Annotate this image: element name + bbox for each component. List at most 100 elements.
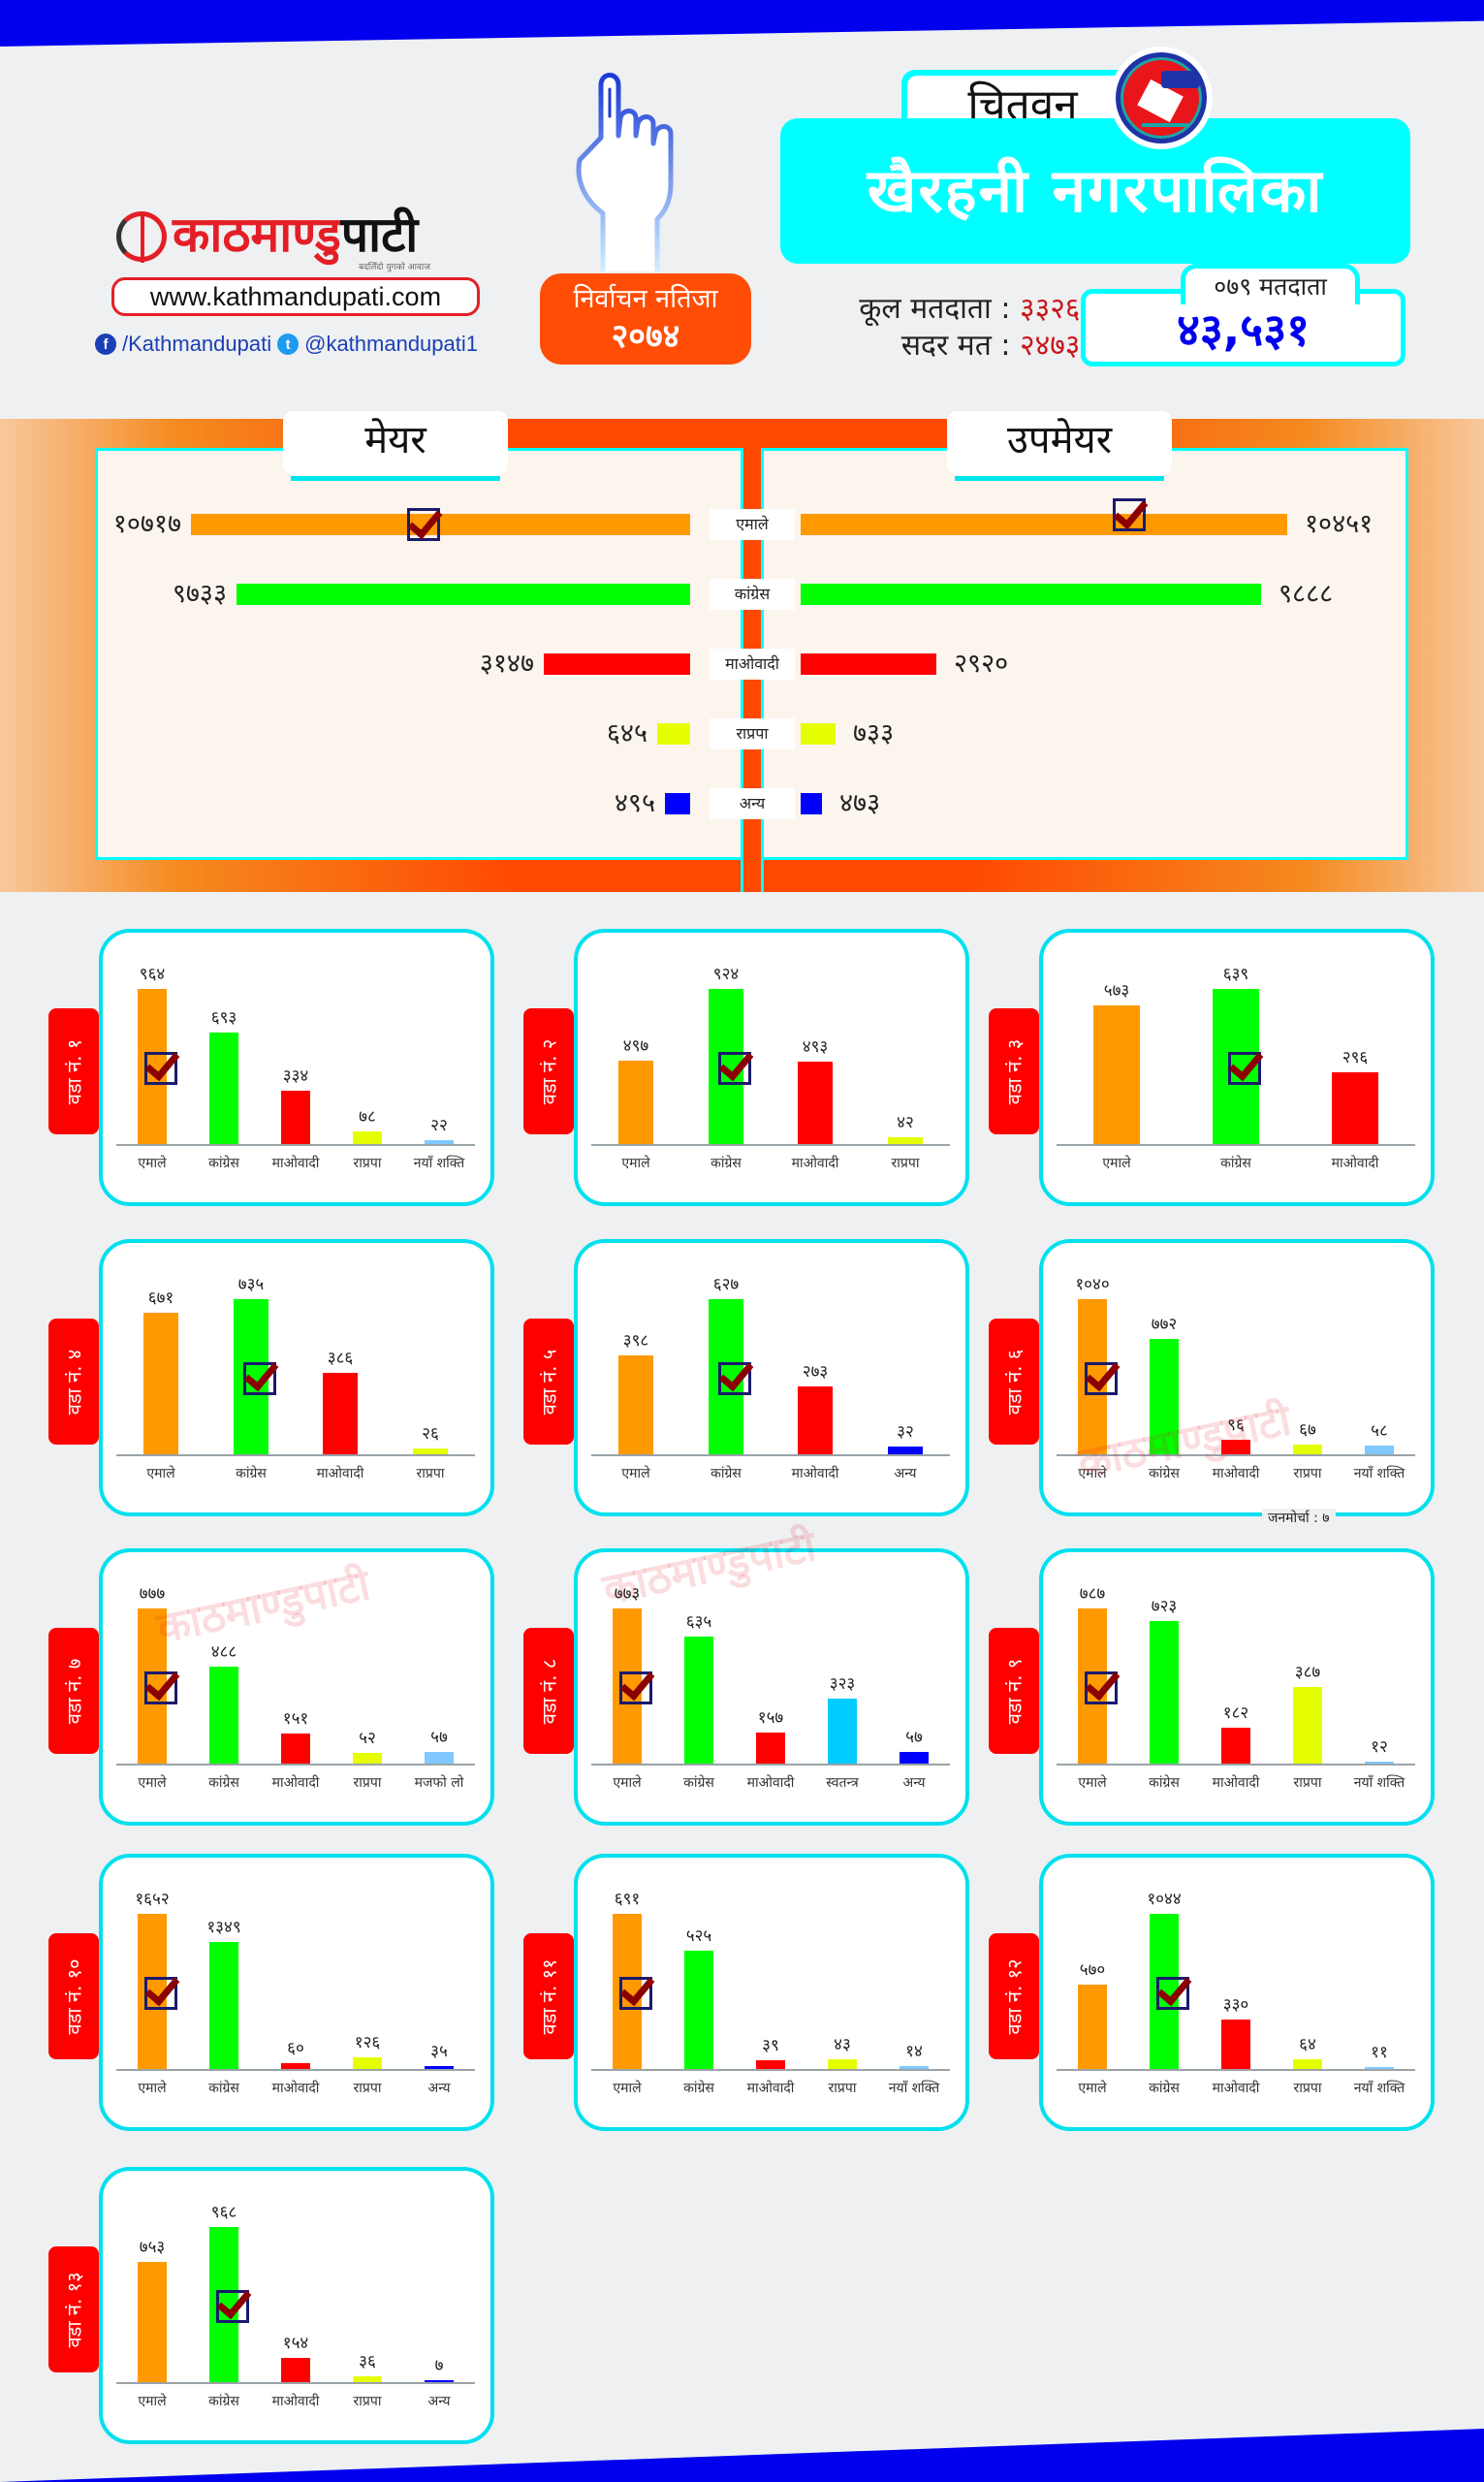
bar-category-label: राप्रपा xyxy=(1293,1775,1322,1791)
ward-bar xyxy=(1293,2059,1322,2069)
ward-bar xyxy=(281,2358,310,2382)
ward-number-label: वडा नं. ४ xyxy=(62,1349,86,1415)
bar-value-label: ३२ xyxy=(897,1422,914,1442)
bar-category-label: एमाले xyxy=(138,2081,167,2096)
bar-category-label: एमाले xyxy=(138,1156,167,1171)
bar-category-label: एमाले xyxy=(1078,1466,1107,1481)
chart-axis xyxy=(591,1764,950,1766)
bar-category-label: एमाले xyxy=(146,1466,175,1481)
ward-bar xyxy=(209,1667,238,1764)
logo-wordmark: काठमाण्डुपाटी xyxy=(173,204,418,266)
website-link[interactable]: www.kathmandupati.com xyxy=(111,277,480,316)
ward-bar xyxy=(1365,1762,1394,1764)
bar-value-label: १३४९ xyxy=(206,1918,241,1937)
winner-check-icon xyxy=(619,1671,652,1704)
twitter-icon[interactable]: t xyxy=(277,334,300,355)
ward-number-tag: वडा नं. ८ xyxy=(523,1628,574,1754)
ward-bar xyxy=(1093,1005,1140,1144)
bar-category-label: नयाँ शक्ति xyxy=(1353,1775,1405,1791)
bar-category-label: राप्रपा xyxy=(891,1156,920,1171)
ward-bar xyxy=(138,2262,167,2382)
bar-value-label: १५७ xyxy=(757,1708,784,1728)
bar-category-label: अन्य xyxy=(894,1466,917,1481)
ward-number-tag: वडा नं. १३ xyxy=(48,2246,99,2372)
winner-check-icon xyxy=(407,508,440,541)
bar-value-label: ७३५ xyxy=(237,1275,265,1294)
bar-category-label: राप्रपा xyxy=(416,1466,445,1481)
mayor-value: १०७१७ xyxy=(112,509,181,539)
bar-value-label: ३३४ xyxy=(282,1066,309,1086)
ward-number-tag: वडा नं. ४ xyxy=(48,1319,99,1445)
bar-category-label: एमाले xyxy=(1078,1775,1107,1791)
bar-category-label: माओवादी xyxy=(1331,1156,1379,1171)
chart-axis xyxy=(1057,1144,1415,1146)
bar-value-label: २२ xyxy=(430,1116,448,1135)
bar-category-label: एमाले xyxy=(621,1466,650,1481)
ward-bar xyxy=(353,1131,382,1144)
bar-value-label: ९६ xyxy=(1227,1416,1245,1435)
total-voters-row: कूल मतदाता : ३३२६३ xyxy=(775,291,1095,328)
ward-bar xyxy=(209,1033,238,1144)
bar-category-label: कांग्रेस xyxy=(1149,1775,1180,1791)
winner-check-icon xyxy=(1085,1671,1118,1704)
ward-number-label: वडा नं. २ xyxy=(537,1038,561,1104)
ward-bar xyxy=(1221,1728,1250,1764)
bar-value-label: ६३५ xyxy=(685,1612,712,1632)
bar-category-label: एमाले xyxy=(1102,1156,1131,1171)
bar-value-label: १०४४ xyxy=(1147,1890,1182,1909)
mayor-value: ९७३३ xyxy=(172,579,227,609)
bar-value-label: ६९१ xyxy=(614,1890,641,1909)
deputy-bar xyxy=(801,514,1287,535)
ballot-box-icon xyxy=(1110,47,1213,149)
bar-category-label: कांग्रेस xyxy=(208,2394,239,2409)
bar-category-label: राप्रपा xyxy=(353,1156,382,1171)
ward-number-label: वडा नं. १२ xyxy=(1002,1958,1026,2034)
chart-axis xyxy=(116,1144,475,1146)
ward-number-label: वडा नं. ८ xyxy=(537,1658,561,1724)
deputy-bar xyxy=(801,653,936,675)
mayor-bar xyxy=(191,514,690,535)
bar-category-label: कांग्रेस xyxy=(1149,2081,1180,2096)
ward-number-tag: वडा नं. ११ xyxy=(523,1933,574,2059)
winner-check-icon xyxy=(1228,1052,1261,1085)
deputy-mayor-tab: उपमेयर xyxy=(947,411,1172,481)
bar-category-label: स्वतन्त्र xyxy=(826,1775,859,1791)
bar-value-label: ३५ xyxy=(430,2042,448,2061)
bar-category-label: कांग्रेस xyxy=(710,1466,742,1481)
ward-bar xyxy=(413,1448,448,1454)
ward-bar xyxy=(1078,1985,1107,2069)
facebook-icon[interactable]: f xyxy=(95,334,116,355)
bar-category-label: नयाँ शक्ति xyxy=(413,1156,465,1171)
ward-card xyxy=(1039,1239,1435,1516)
social-links: f /Kathmandupati t @kathmandupati1 xyxy=(95,330,502,359)
voter-stats: कूल मतदाता : ३३२६३ सदर मत : २४७३७ xyxy=(775,291,1095,365)
bar-category-label: माओवादी xyxy=(271,2081,320,2096)
election-result-badge: निर्वाचन नतिजा २०७४ xyxy=(540,273,751,365)
party-label: राप्रपा xyxy=(710,718,795,749)
bar-category-label: माओवादी xyxy=(271,1775,320,1791)
bar-value-label: ५८ xyxy=(1371,1421,1388,1441)
ward-bar xyxy=(1150,1621,1179,1764)
bar-category-label: राप्रपा xyxy=(353,2394,382,2409)
ward-bar xyxy=(1221,2020,1250,2069)
bar-value-label: ५२५ xyxy=(685,1926,712,1946)
twitter-handle[interactable]: @kathmandupati1 xyxy=(304,332,478,356)
bar-value-label: ६२७ xyxy=(712,1275,740,1294)
winner-check-icon xyxy=(243,1362,276,1395)
ward-bar xyxy=(209,1942,238,2069)
bar-value-label: ७२३ xyxy=(1151,1597,1178,1616)
bar-value-label: ५७ xyxy=(430,1728,448,1747)
bar-category-label: कांग्रेस xyxy=(208,1156,239,1171)
bar-category-label: राप्रपा xyxy=(828,2081,857,2096)
ward-number-tag: वडा नं. १० xyxy=(48,1933,99,2059)
ward-number-label: वडा नं. ६ xyxy=(1002,1349,1026,1415)
bar-category-label: कांग्रेस xyxy=(208,1775,239,1791)
party-label: माओवादी xyxy=(710,649,795,680)
facebook-handle[interactable]: /Kathmandupati xyxy=(122,332,272,356)
bar-value-label: ५२ xyxy=(359,1729,376,1748)
voters-079-label: ०७९ मतदाता xyxy=(1181,264,1360,304)
ward-number-label: वडा नं. १३ xyxy=(62,2272,86,2347)
ward-note: जनमोर्चा : ७ xyxy=(1262,1509,1336,1527)
kathmandupati-logo: काठमाण्डुपाटी बदलिँदो युगको आवाज xyxy=(116,204,485,272)
ward-bar xyxy=(798,1062,833,1144)
